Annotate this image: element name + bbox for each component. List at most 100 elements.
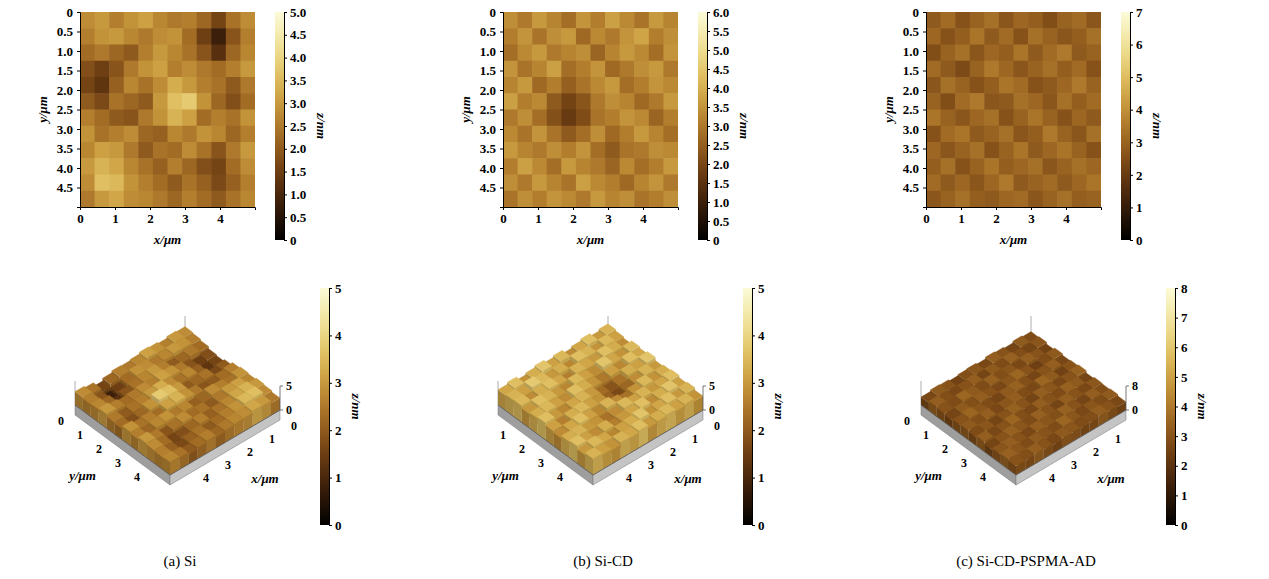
surface-top [159, 398, 176, 409]
tick: 1.0 [284, 187, 306, 202]
heatmap-cell [95, 93, 110, 110]
tick: 3 [1028, 207, 1035, 226]
heatmap-cell [649, 175, 664, 192]
heatmap-cell [211, 28, 226, 45]
heatmap-cell [941, 191, 956, 207]
heatmap-cell [109, 93, 124, 110]
heatmap-cell [547, 45, 562, 62]
tick: 4 [640, 207, 647, 226]
heatmap-cell [532, 191, 547, 207]
heatmap-cells [503, 12, 678, 207]
tick: 5 [1130, 70, 1143, 85]
heatmap-cell [124, 93, 139, 110]
heatmap-cell [1028, 191, 1043, 207]
heatmap-cell [576, 175, 591, 192]
heatmap-cell [1043, 191, 1058, 207]
tick-mark [707, 221, 710, 222]
heatmap-cell [153, 93, 168, 110]
tick: 1.0 [903, 44, 926, 59]
heatmap-cell [95, 175, 110, 192]
heatmap-cell [168, 142, 183, 159]
tick-label: 5.0 [713, 43, 729, 58]
tick-label: 0 [291, 419, 297, 433]
colorbar: 00.51.01.52.02.53.03.54.04.55.0z/nm [275, 5, 329, 248]
tick-label: 5 [709, 379, 715, 393]
heatmap-cell [1086, 28, 1101, 45]
heatmap-cell [153, 28, 168, 45]
tick-label: 0 [913, 5, 920, 20]
heatmap-cell [1014, 28, 1029, 45]
tick-mark [329, 525, 332, 526]
heatmap-cell [999, 142, 1014, 159]
heatmap-cell [663, 93, 678, 110]
heatmap-cell [1014, 191, 1029, 207]
heatmap-cell [1043, 12, 1058, 29]
heatmap-cell [1014, 158, 1029, 175]
heatmap-cell [532, 61, 547, 78]
tick-label: 1 [112, 211, 119, 226]
tick-label: 0 [290, 233, 297, 248]
heatmap-cell [1014, 110, 1029, 127]
heatmap-cell [80, 45, 95, 62]
heatmap-cell [182, 12, 197, 29]
heatmap-cell [663, 175, 678, 192]
tick-mark [115, 207, 116, 210]
tick-label: 1 [758, 470, 765, 485]
heatmap-cell [926, 93, 941, 110]
tick: 2.5 [707, 138, 730, 153]
tick-label: 4.0 [480, 161, 496, 176]
tick-label: 3.5 [290, 73, 307, 88]
tick-label: 2.5 [57, 102, 74, 117]
heatmap-cell [80, 61, 95, 78]
heatmap-cell [634, 175, 649, 192]
tick: 1 [535, 207, 542, 226]
heatmap-cell [591, 126, 606, 143]
heatmap-cell [547, 28, 562, 45]
heatmap-cell [138, 142, 153, 159]
y-axis-title: y/μm [67, 468, 96, 483]
heatmap-cell [532, 175, 547, 192]
tick-label: 0 [490, 5, 497, 20]
heatmap-cell [109, 191, 124, 207]
tick: 4.0 [57, 161, 80, 176]
heatmap-cells [80, 12, 255, 207]
axis-line [708, 13, 711, 241]
tick-mark [284, 126, 287, 127]
tick: 0.5 [57, 24, 80, 39]
heatmap-cell [561, 142, 576, 159]
heatmap-cell [926, 28, 941, 45]
heatmap-cell [634, 126, 649, 143]
heatmap-cell [1043, 77, 1058, 94]
heatmap-cell [547, 175, 562, 192]
heatmap-cell [926, 175, 941, 192]
tick-label: 2 [993, 211, 1000, 226]
heatmap-cell [970, 77, 985, 94]
heatmap-cell [1014, 45, 1029, 62]
tick-mark [707, 88, 710, 89]
heatmap-cell [168, 28, 183, 45]
tick-label: 3.5 [480, 141, 497, 156]
tick-mark [1130, 207, 1133, 208]
heatmap-cell [561, 28, 576, 45]
heatmap-cell [941, 93, 956, 110]
tick: 4.5 [903, 180, 926, 195]
tick-mark [1130, 77, 1133, 78]
heatmap-cell [182, 126, 197, 143]
heatmap-cell [138, 61, 153, 78]
heatmap-cell [109, 110, 124, 127]
surface-top [142, 399, 159, 410]
tick: 1.5 [707, 176, 730, 191]
colorbar: 012345z/nm [320, 281, 364, 533]
heatmap-cell [168, 61, 183, 78]
tick: 3.5 [284, 73, 307, 88]
tick-mark [923, 110, 926, 111]
heatmap-cell [1014, 126, 1029, 143]
tick-mark [707, 12, 710, 13]
tick-label: 0.5 [713, 214, 730, 229]
heatmap-cell [168, 158, 183, 175]
heatmap-cell [503, 45, 518, 62]
tick-label: 4 [1063, 211, 1070, 226]
heatmap-cell [605, 142, 620, 159]
heatmap-cell [240, 126, 255, 143]
heatmap-cell [211, 191, 226, 207]
